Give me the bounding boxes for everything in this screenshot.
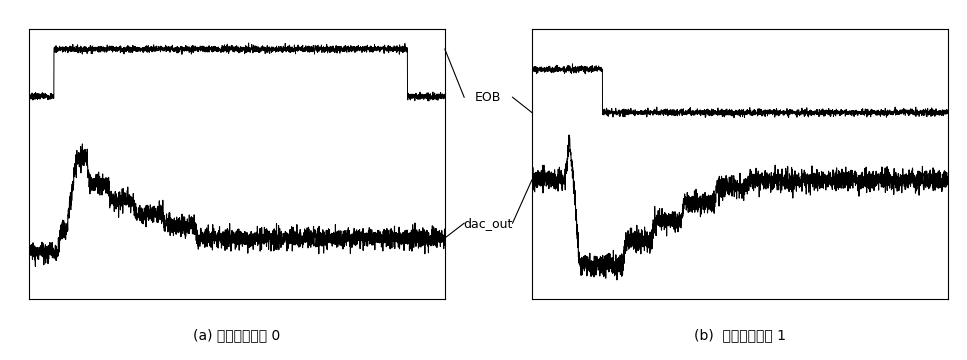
Text: (a) 比较器输出为 0: (a) 比较器输出为 0 (193, 328, 280, 342)
Text: EOB: EOB (475, 91, 502, 104)
Text: (b)  比较器输出为 1: (b) 比较器输出为 1 (693, 328, 786, 342)
Text: dac_out: dac_out (463, 217, 513, 230)
